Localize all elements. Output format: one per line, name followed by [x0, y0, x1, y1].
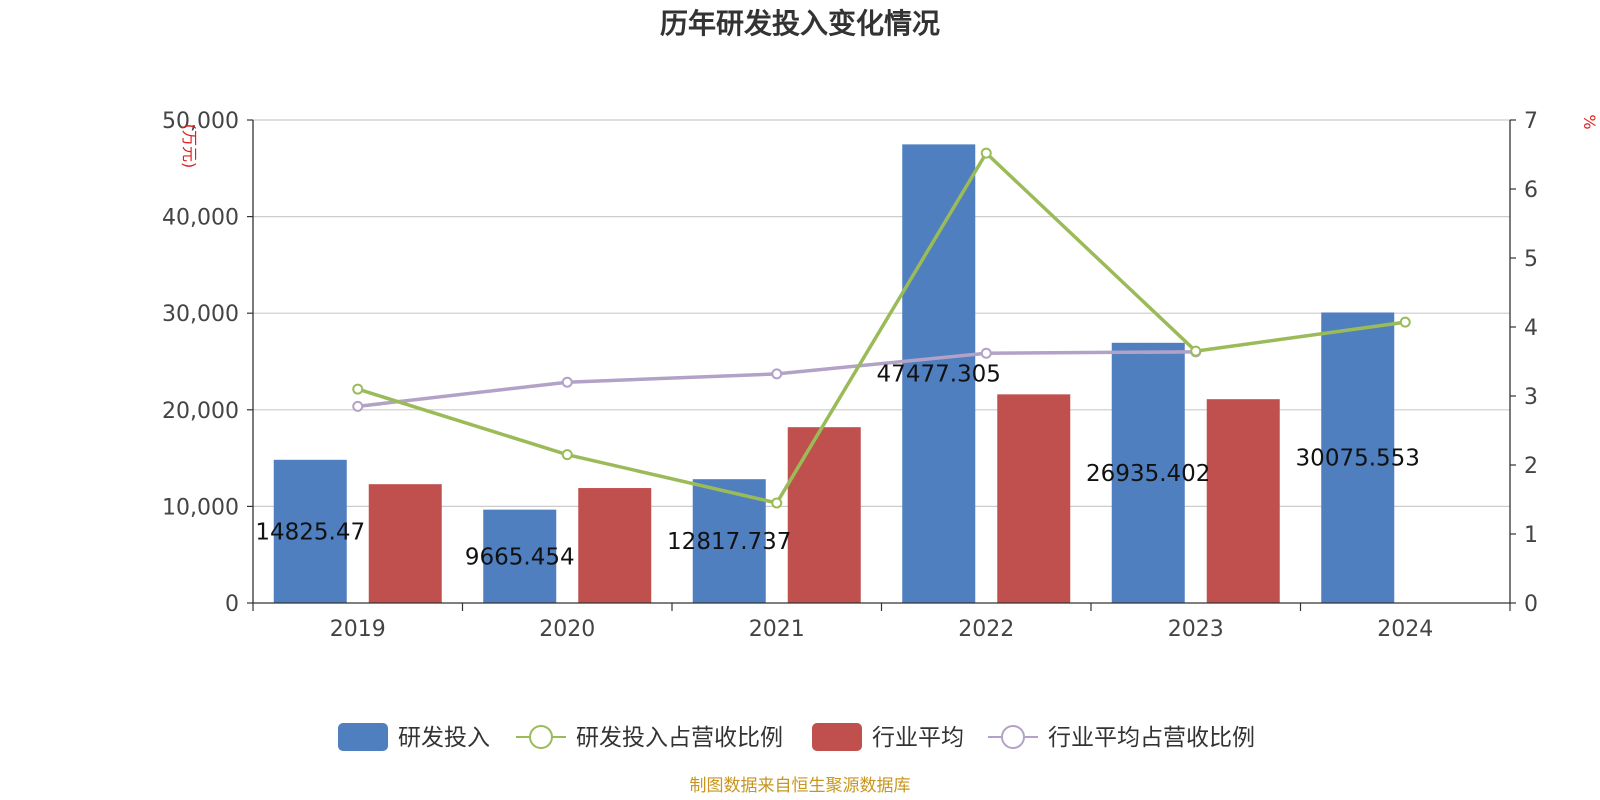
line-point — [561, 449, 573, 461]
left-tick-label: 30,000 — [162, 302, 239, 327]
bar — [1111, 342, 1185, 603]
bar-data-label: 47477.305 — [877, 362, 1001, 388]
left-axis-unit: (万元) — [180, 124, 199, 169]
axes: 0 10,000 20,000 30,000 40,000 50,000 0 1 2 3 4 5 6 7 2… — [162, 109, 1538, 642]
legend-label: 研发投入占营收比例 — [576, 725, 783, 751]
left-tick-label: 10,000 — [162, 495, 239, 520]
left-tick-label: 40,000 — [162, 206, 239, 231]
data-labels: 14825.47 9665.454 12817.737 47477.305 26935.… — [255, 362, 1420, 571]
bars — [273, 144, 1395, 603]
legend-marker — [1001, 725, 1025, 749]
legend: 研发投入 研发投入占营收比例 行业平均 行业平均占营收比例 — [338, 723, 1255, 751]
bar — [1321, 312, 1395, 603]
right-tick-label: 4 — [1524, 316, 1538, 341]
chart-title: 历年研发投入变化情况 — [660, 7, 940, 40]
x-tick-label: 2024 — [1377, 617, 1433, 642]
bar — [1206, 399, 1280, 603]
bar-data-label: 14825.47 — [255, 519, 365, 545]
left-tick-label: 50,000 — [162, 109, 239, 134]
legend-label: 行业平均占营收比例 — [1048, 725, 1255, 751]
bar — [483, 509, 557, 603]
line-point — [771, 368, 783, 380]
right-tick-label: 0 — [1524, 592, 1538, 617]
bar — [578, 488, 652, 603]
bar-data-label: 12817.737 — [667, 529, 791, 555]
line-point — [771, 497, 783, 509]
line-point — [561, 376, 573, 388]
line-point — [352, 400, 364, 412]
legend-label: 行业平均 — [872, 725, 964, 751]
source-note: 制图数据来自恒生聚源数据库 — [690, 776, 911, 796]
bar — [902, 144, 976, 603]
right-tick-label: 5 — [1524, 247, 1538, 272]
x-tick-label: 2022 — [958, 617, 1014, 642]
line-point — [980, 147, 992, 159]
right-tick-label: 6 — [1524, 178, 1538, 203]
right-tick-label: 3 — [1524, 385, 1538, 410]
right-tick-label: 7 — [1524, 109, 1538, 134]
line-point — [980, 347, 992, 359]
bar-data-label: 9665.454 — [465, 544, 575, 570]
bar — [273, 459, 347, 603]
x-tick-label: 2023 — [1168, 617, 1224, 642]
left-tick-label: 0 — [225, 592, 239, 617]
bar-data-label: 26935.402 — [1086, 461, 1210, 487]
x-tick-label: 2021 — [749, 617, 805, 642]
left-tick-label: 20,000 — [162, 399, 239, 424]
right-axis-unit: % — [1580, 114, 1599, 129]
line-point — [1399, 316, 1411, 328]
legend-label: 研发投入 — [398, 725, 490, 751]
bar-data-label: 30075.553 — [1296, 446, 1420, 472]
right-tick-label: 1 — [1524, 523, 1538, 548]
bar — [692, 479, 766, 603]
line-point — [1190, 345, 1202, 357]
bar — [368, 484, 442, 603]
bar — [997, 394, 1071, 603]
legend-marker — [529, 725, 553, 749]
right-tick-label: 2 — [1524, 454, 1538, 479]
grid-lines — [253, 119, 1510, 507]
bar — [787, 427, 861, 603]
line-point — [352, 383, 364, 395]
x-tick-label: 2019 — [330, 617, 386, 642]
legend-swatch — [338, 723, 388, 751]
series-line — [357, 150, 1406, 505]
x-tick-label: 2020 — [539, 617, 595, 642]
line-series — [352, 147, 1411, 509]
legend-swatch — [812, 723, 862, 751]
